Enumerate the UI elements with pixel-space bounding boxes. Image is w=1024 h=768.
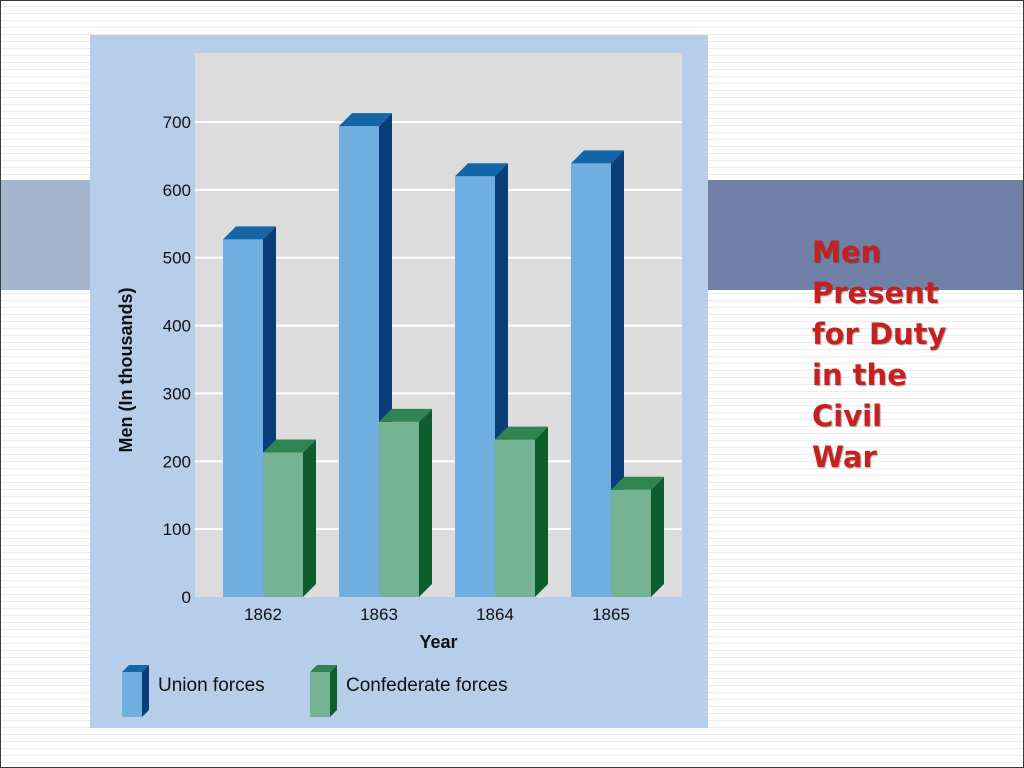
union-bar (571, 150, 624, 597)
slide-title-line: in the (812, 358, 907, 392)
bar-chart: 0 100 200 300 400 500 600 700 1862 1863 1864 1865 Ye… (116, 53, 682, 717)
decorative-band-right (708, 180, 1024, 290)
confederate-bar (263, 439, 316, 597)
decorative-band-left (0, 180, 94, 290)
x-tick-label: 1864 (476, 605, 514, 624)
slide-title: Men Present for Duty in the Civil War (812, 232, 1012, 478)
slide-title-line: for Duty (812, 317, 947, 351)
y-tick-label: 0 (182, 588, 191, 607)
legend-swatch (122, 665, 149, 717)
legend-label: Union forces (158, 675, 265, 696)
slide-title-line: War (812, 440, 877, 474)
y-tick-label: 500 (163, 249, 191, 268)
confederate-bar (495, 426, 548, 597)
legend-swatch (310, 665, 337, 717)
y-tick-label: 100 (163, 520, 191, 539)
y-tick-label: 200 (163, 452, 191, 471)
union-bar (339, 113, 392, 598)
x-tick-label: 1863 (360, 605, 398, 624)
slide-title-line: Civil (812, 399, 883, 433)
y-tick-label: 600 (163, 181, 191, 200)
legend-label: Confederate forces (346, 675, 508, 696)
x-tick-label: 1865 (592, 605, 630, 624)
slide-title-line: Present (812, 276, 939, 310)
slide-title-line: Men (812, 235, 882, 269)
confederate-bar (611, 476, 664, 597)
x-tick-label: 1862 (244, 605, 282, 624)
y-axis-title: Men (In thousands) (116, 288, 136, 453)
y-tick-label: 400 (163, 317, 191, 336)
y-tick-label: 300 (163, 384, 191, 403)
chart-panel: 0 100 200 300 400 500 600 700 1862 1863 1864 1865 Ye… (90, 35, 708, 728)
y-tick-label: 700 (163, 113, 191, 132)
confederate-bar (379, 408, 432, 597)
x-axis-title: Year (419, 632, 457, 652)
